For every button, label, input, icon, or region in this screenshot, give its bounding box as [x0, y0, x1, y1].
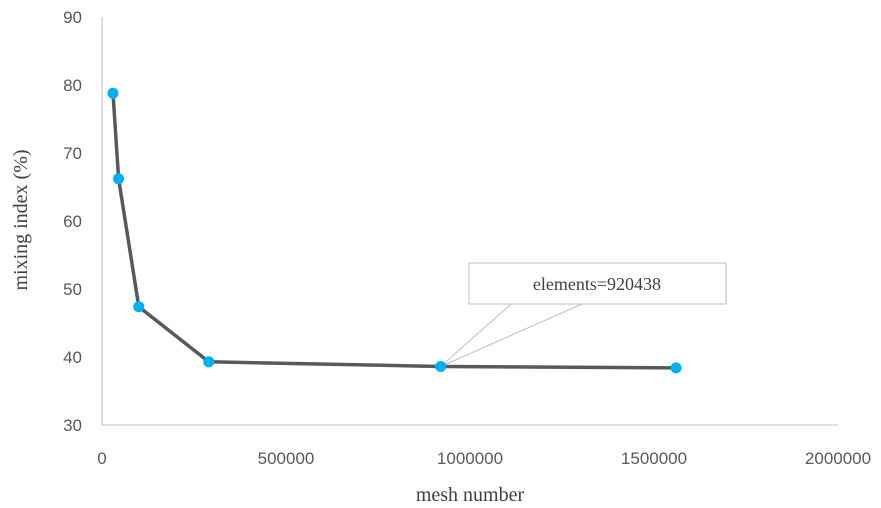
data-point [107, 87, 119, 99]
x-tick-label: 0 [97, 449, 106, 468]
data-point [435, 361, 447, 372]
y-tick-label: 90 [63, 8, 82, 27]
data-point [203, 356, 215, 368]
y-axis-title: mixing index (%) [10, 149, 32, 290]
callout-label: elements=920438 [533, 274, 661, 294]
y-tick-label: 50 [63, 280, 82, 299]
series-line [111, 93, 677, 370]
y-tick-label: 40 [63, 348, 82, 367]
y-tick-labels: 30 40 50 60 70 80 90 [63, 8, 82, 435]
series-layer [107, 87, 682, 374]
x-tick-labels: 0 500000 1000000 1500000 2000000 [97, 449, 871, 468]
x-tick-label: 1500000 [621, 449, 687, 468]
x-tick-label: 500000 [258, 449, 315, 468]
data-point [113, 173, 125, 185]
data-point [133, 301, 145, 313]
y-tick-label: 60 [63, 212, 82, 231]
y-tick-label: 30 [63, 416, 82, 435]
x-tick-label: 1000000 [437, 449, 503, 468]
y-tick-label: 80 [63, 76, 82, 95]
callout-leaders [440, 303, 583, 367]
x-tick-label: 2000000 [805, 449, 871, 468]
callout-box [468, 262, 727, 305]
annotation-callout: elements=920438 [468, 262, 727, 305]
y-tick-label: 70 [63, 144, 82, 163]
callout-leader-line [440, 303, 512, 367]
data-point [670, 362, 682, 374]
x-axis-title: mesh number [416, 484, 525, 506]
callout-leader-line [440, 303, 583, 367]
